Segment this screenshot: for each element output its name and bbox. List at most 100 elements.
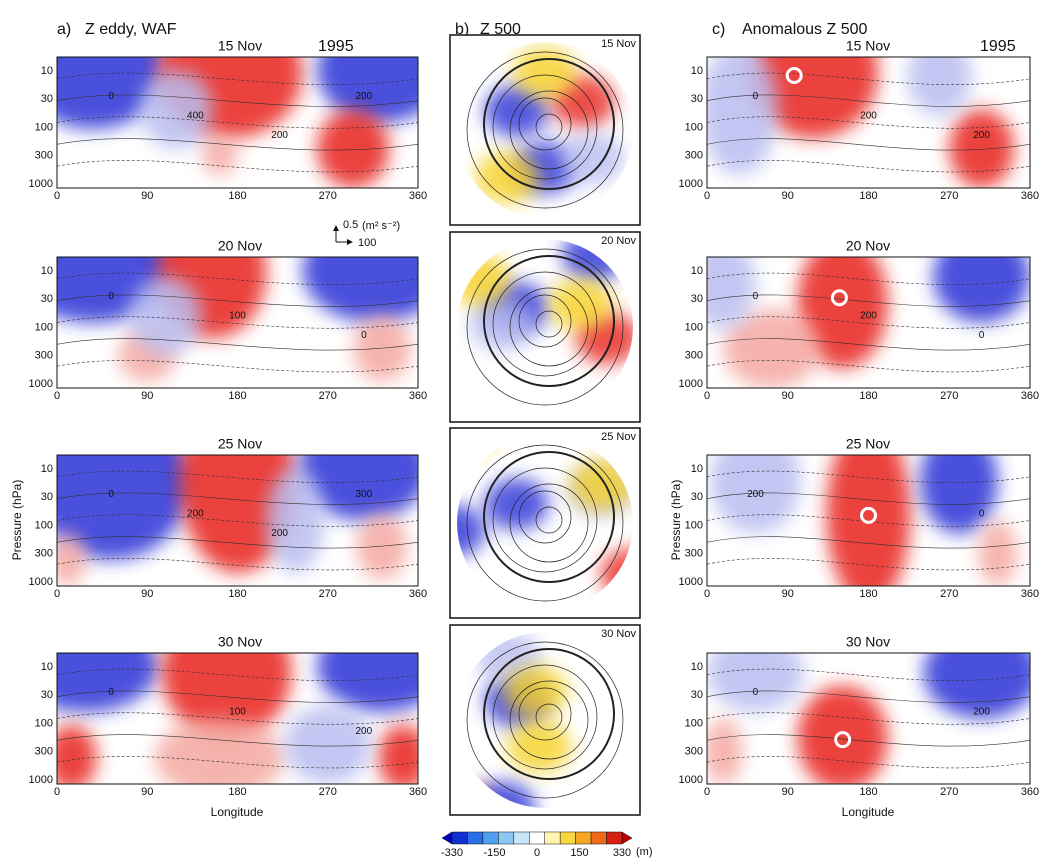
contour-label: 400 — [187, 111, 204, 122]
y-tick-label: 10 — [691, 65, 703, 77]
x-tick-label: 0 — [704, 390, 710, 402]
contour-line — [57, 94, 418, 107]
y-tick-label: 10 — [691, 661, 703, 673]
contour-line — [57, 272, 418, 285]
contour-line — [707, 72, 1030, 85]
contour-blob — [797, 685, 888, 784]
colorbar-tick-label: 330 — [613, 847, 631, 858]
x-tick-label: 360 — [409, 390, 427, 402]
contour-blob — [907, 57, 972, 116]
colorbar-swatch — [498, 831, 515, 845]
ssw-marker — [860, 506, 877, 524]
x-axis-label: Longitude — [842, 805, 895, 819]
y-tick-label: 300 — [685, 350, 703, 362]
y-tick-label: 10 — [691, 265, 703, 277]
date-label: 15 Nov — [218, 38, 262, 54]
x-tick-label: 0 — [704, 190, 710, 202]
contour-line — [707, 712, 1030, 725]
contour-line — [57, 514, 418, 527]
map-contour — [509, 287, 589, 367]
y-tick-label: 30 — [691, 293, 703, 305]
plot-frame — [56, 652, 419, 785]
y-tick-label: 30 — [691, 491, 703, 503]
contour-blob — [57, 653, 159, 712]
contour-label: 200 — [973, 130, 990, 141]
map-contour — [509, 483, 589, 563]
y-tick-label: 30 — [41, 93, 53, 105]
contour-line — [707, 338, 1030, 351]
x-tick-label: 180 — [228, 786, 246, 798]
map-contour — [492, 74, 598, 180]
contour-line — [707, 160, 1030, 173]
y-tick-label: 30 — [691, 689, 703, 701]
contour-blob — [284, 705, 372, 784]
contour-line — [707, 138, 1030, 151]
panel-label: b) — [455, 21, 469, 38]
contour-blob — [353, 315, 411, 382]
x-tick-label: 90 — [782, 390, 794, 402]
contour-blob — [707, 653, 804, 712]
colorbar-swatch — [590, 831, 607, 845]
map-contour — [483, 451, 615, 583]
contour-label: 200 — [356, 91, 373, 102]
plot-frame — [706, 256, 1031, 389]
x-tick-label: 90 — [141, 786, 153, 798]
colorbar-unit: (m) — [636, 846, 653, 858]
contour-line — [707, 690, 1030, 703]
year: 1995 — [318, 38, 354, 55]
contour-blob — [797, 257, 888, 369]
y-tick-label: 1000 — [29, 378, 53, 390]
contour-label: 200 — [973, 707, 990, 718]
contour-line — [707, 94, 1030, 107]
y-tick-label: 300 — [35, 548, 53, 560]
y-tick-label: 10 — [691, 463, 703, 475]
contour-line — [707, 514, 1030, 527]
contour-field — [707, 653, 1030, 784]
contour-line — [707, 668, 1030, 681]
map-date: 25 Nov — [601, 431, 636, 443]
x-tick-label: 0 — [54, 390, 60, 402]
contour-blob — [161, 653, 292, 739]
panel-label: c) — [712, 21, 725, 38]
x-tick-label: 270 — [940, 588, 958, 600]
x-tick-label: 0 — [704, 786, 710, 798]
x-tick-label: 270 — [940, 786, 958, 798]
contour-field — [707, 455, 1030, 586]
contour-label: 200 — [271, 130, 288, 141]
contour-line — [57, 138, 418, 151]
contour-blob — [707, 718, 743, 784]
x-tick-label: 90 — [782, 786, 794, 798]
contour-label: 200 — [860, 311, 877, 322]
x-tick-label: 90 — [141, 588, 153, 600]
contour-blob — [57, 455, 191, 560]
contour-blob — [826, 455, 911, 586]
x-tick-label: 270 — [319, 390, 337, 402]
year: 1995 — [980, 38, 1016, 55]
map-blob — [484, 478, 549, 530]
plot-frame — [56, 454, 419, 587]
contour-label: 300 — [356, 489, 373, 500]
plot-frame — [706, 56, 1031, 189]
x-tick-label: 270 — [940, 190, 958, 202]
contour-label: 0 — [979, 509, 985, 520]
contour-label: 0 — [108, 489, 114, 500]
ssw-marker — [830, 289, 848, 307]
x-tick-label: 270 — [319, 588, 337, 600]
contour-line — [57, 72, 418, 85]
y-tick-label: 10 — [41, 65, 53, 77]
contour-field — [57, 57, 418, 188]
y-tick-label: 100 — [35, 121, 53, 133]
contour-blob — [723, 309, 821, 388]
y-tick-label: 100 — [35, 717, 53, 729]
colorbar-tick-label: 0 — [534, 847, 540, 858]
colorbar-tick-label: -150 — [483, 847, 505, 858]
contour-line — [57, 470, 418, 483]
y-axis-label: Pressure (hPa) — [10, 480, 24, 561]
contour-line — [707, 470, 1030, 483]
contour-line — [707, 360, 1030, 373]
contour-label: 200 — [356, 726, 373, 737]
contour-line — [707, 116, 1030, 129]
y-tick-label: 1000 — [679, 576, 703, 588]
contour-line — [57, 316, 418, 329]
